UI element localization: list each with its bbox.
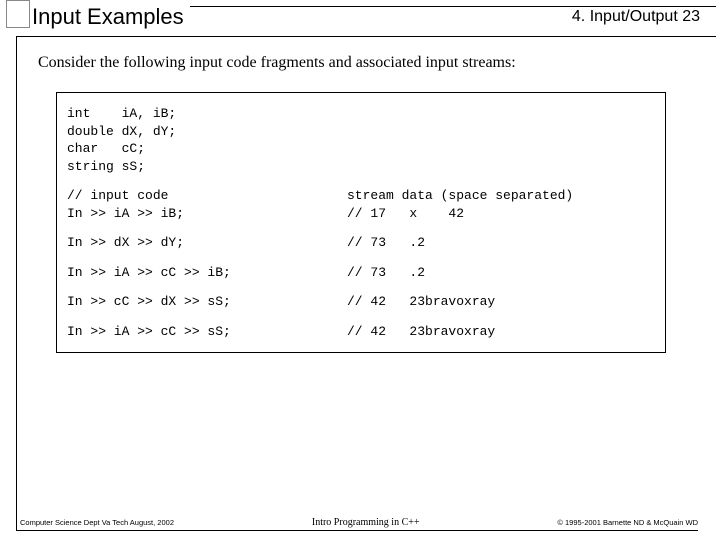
code-row: In >> iA >> cC >> iB;// 73 .2 [67, 264, 655, 282]
code-right: // 73 .2 [347, 264, 425, 282]
page-border-bottom [16, 530, 698, 531]
code-right: // 42 23bravoxray [347, 293, 495, 311]
code-row: In >> iA >> iB;// 17 x 42 [67, 205, 655, 223]
code-box: int iA, iB; double dX, dY; char cC; stri… [56, 92, 666, 353]
page-title: Input Examples [30, 4, 190, 30]
code-left: // input code [67, 187, 347, 205]
header: Input Examples 4. Input/Output 23 [0, 0, 720, 44]
code-row: In >> iA >> cC >> sS;// 42 23bravoxray [67, 323, 655, 341]
code-row-block: In >> cC >> dX >> sS;// 42 23bravoxray [67, 287, 655, 317]
code-row-block: In >> iA >> cC >> sS;// 42 23bravoxray [67, 317, 655, 347]
decl-line: char cC; [67, 140, 655, 158]
header-corner-box [6, 0, 30, 28]
declarations-block: int iA, iB; double dX, dY; char cC; stri… [67, 99, 655, 181]
code-left: In >> dX >> dY; [67, 234, 347, 252]
page-section-number: 4. Input/Output 23 [566, 8, 702, 26]
code-row: // input codestream data (space separate… [67, 187, 655, 205]
code-right: stream data (space separated) [347, 187, 573, 205]
code-right: // 17 x 42 [347, 205, 464, 223]
header-row-block: // input codestream data (space separate… [67, 181, 655, 228]
decl-line: string sS; [67, 158, 655, 176]
code-right: // 73 .2 [347, 234, 425, 252]
code-row: In >> cC >> dX >> sS;// 42 23bravoxray [67, 293, 655, 311]
code-left: In >> iA >> cC >> iB; [67, 264, 347, 282]
code-left: In >> cC >> dX >> sS; [67, 293, 347, 311]
footer-left: Computer Science Dept Va Tech August, 20… [20, 518, 174, 527]
code-left: In >> iA >> iB; [67, 205, 347, 223]
code-row: In >> dX >> dY;// 73 .2 [67, 234, 655, 252]
footer-right: © 1995-2001 Barnette ND & McQuain WD [557, 518, 698, 527]
footer: Computer Science Dept Va Tech August, 20… [20, 517, 698, 528]
header-rule-bottom [16, 36, 716, 37]
decl-line: double dX, dY; [67, 123, 655, 141]
code-row-block: In >> dX >> dY;// 73 .2 [67, 228, 655, 258]
code-row-block: In >> iA >> cC >> iB;// 73 .2 [67, 258, 655, 288]
intro-text: Consider the following input code fragme… [38, 54, 516, 72]
decl-line: int iA, iB; [67, 105, 655, 123]
page-border-left [16, 36, 17, 530]
footer-center: Intro Programming in C++ [312, 517, 420, 528]
code-right: // 42 23bravoxray [347, 323, 495, 341]
code-left: In >> iA >> cC >> sS; [67, 323, 347, 341]
